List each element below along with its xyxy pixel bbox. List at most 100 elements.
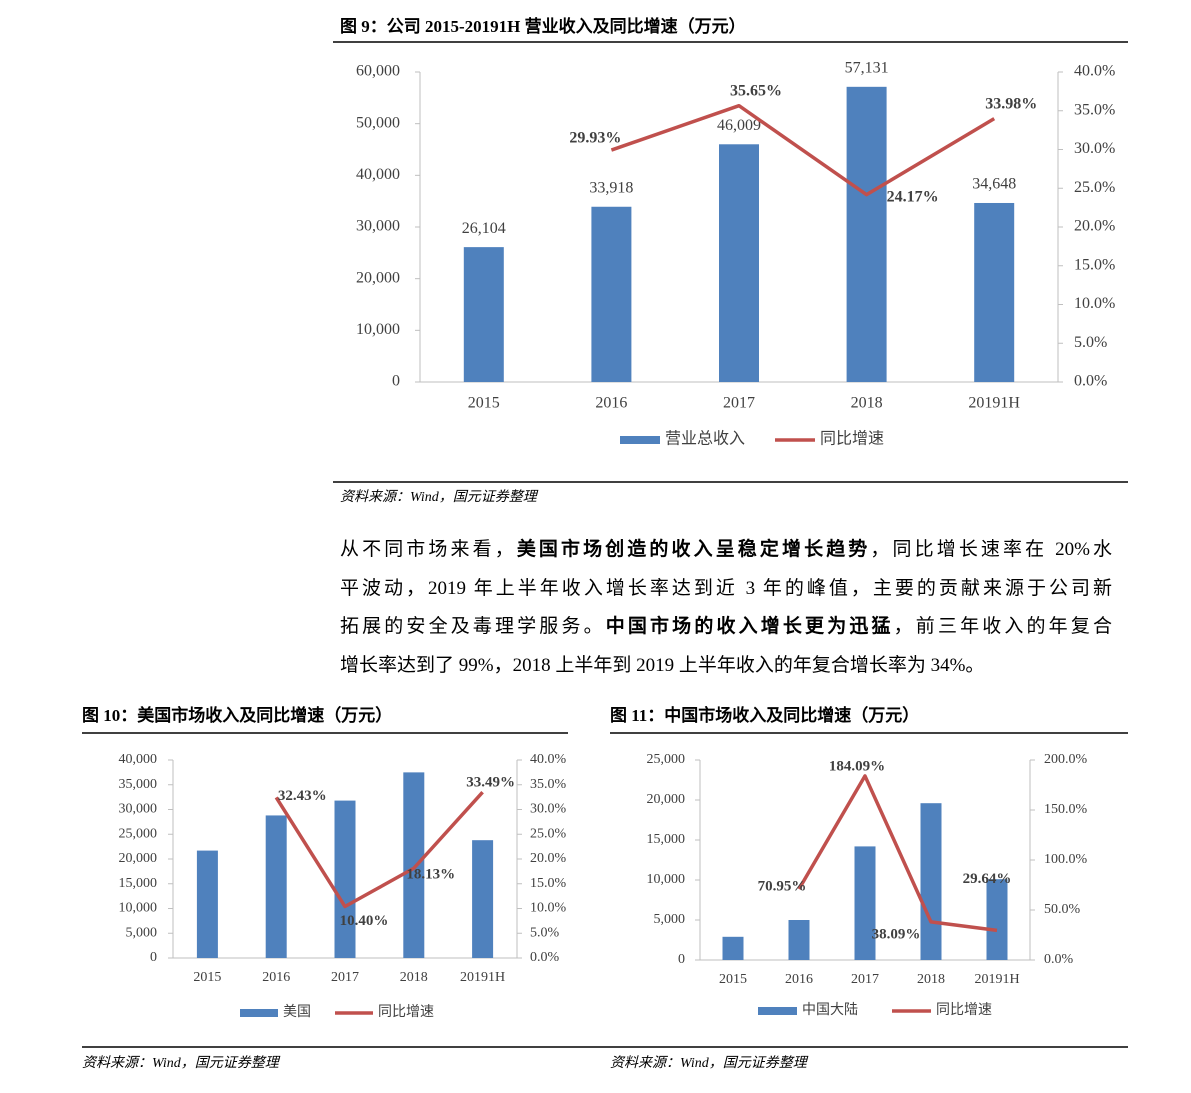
y-tick-label: 40,000 <box>356 166 400 183</box>
paragraph-line: 增长率达到了 99%，2018 上半年到 2019 上半年收入的年复合增长率为 … <box>340 647 1112 686</box>
bar <box>334 800 356 958</box>
x-tick-label: 20191H <box>460 970 505 985</box>
line-label: 38.09% <box>872 926 921 942</box>
bar <box>920 803 942 960</box>
x-tick-label: 2016 <box>262 970 290 985</box>
legend-label: 营业总收入 <box>665 430 745 448</box>
y-tick-label: 30,000 <box>356 218 400 235</box>
x-tick-label: 2015 <box>193 970 221 985</box>
legend-swatch <box>620 436 660 444</box>
bar <box>265 815 287 958</box>
text-run: 平波动，2019 年上半年收入增长率达到近 3 年的峰值，主要的贡献来源于公司新 <box>340 577 1112 599</box>
bar-label: 33,918 <box>589 179 633 196</box>
chart-title: 图 10：美国市场收入及同比增速（万元） <box>82 705 392 725</box>
legend-swatch <box>240 1009 278 1017</box>
bar <box>788 920 810 960</box>
y-tick-label: 0 <box>678 952 685 967</box>
line-label: 18.13% <box>406 867 455 883</box>
y2-tick-label: 0.0% <box>530 950 560 965</box>
y2-tick-label: 0.0% <box>1044 952 1074 967</box>
y2-tick-label: 20.0% <box>530 851 567 866</box>
text-run: 从不同市场来看， <box>340 539 517 560</box>
y-tick-label: 15,000 <box>119 876 158 891</box>
source-note: 资料来源：Wind，国元证券整理 <box>82 1055 281 1071</box>
y-tick-label: 5,000 <box>654 912 686 927</box>
x-tick-label: 2015 <box>468 395 500 412</box>
bar <box>854 846 876 960</box>
line-label: 33.98% <box>985 95 1037 112</box>
y-tick-label: 0 <box>392 373 400 390</box>
x-tick-label: 2017 <box>331 970 359 985</box>
x-tick-label: 2017 <box>723 395 755 412</box>
legend-label: 同比增速 <box>378 1004 434 1020</box>
y-tick-label: 10,000 <box>647 872 686 887</box>
y2-tick-label: 40.0% <box>530 752 567 767</box>
y-tick-label: 40,000 <box>119 752 158 767</box>
bar <box>846 86 887 382</box>
bar <box>986 879 1008 960</box>
x-tick-label: 2018 <box>400 970 428 985</box>
line-label: 29.93% <box>569 130 621 147</box>
x-tick-label: 2015 <box>719 972 747 987</box>
y2-tick-label: 5.0% <box>530 925 560 940</box>
line-label: 184.09% <box>829 758 885 774</box>
source-note: 资料来源：Wind，国元证券整理 <box>610 1055 809 1071</box>
line-label: 24.17% <box>887 188 939 205</box>
x-tick-label: 2016 <box>595 395 627 412</box>
bar <box>722 936 744 960</box>
text-run: ，同比增长速率在 20%水 <box>870 539 1112 560</box>
y-tick-label: 5,000 <box>126 925 158 940</box>
source-note: 资料来源：Wind，国元证券整理 <box>340 489 539 505</box>
x-tick-label: 20191H <box>968 395 1020 412</box>
y-tick-label: 25,000 <box>647 752 686 767</box>
x-tick-label: 2017 <box>851 972 879 987</box>
y-tick-label: 0 <box>150 950 157 965</box>
y2-tick-label: 10.0% <box>1074 295 1115 312</box>
chart-title: 图 11：中国市场收入及同比增速（万元） <box>610 705 919 725</box>
y2-tick-label: 0.0% <box>1074 373 1107 390</box>
y-tick-label: 15,000 <box>647 832 686 847</box>
y2-tick-label: 30.0% <box>1074 140 1115 157</box>
y2-tick-label: 10.0% <box>530 901 567 916</box>
y2-tick-label: 100.0% <box>1044 852 1088 867</box>
y-tick-label: 60,000 <box>356 63 400 80</box>
bar-label: 46,009 <box>717 117 761 134</box>
y2-tick-label: 15.0% <box>530 876 567 891</box>
y2-tick-label: 35.0% <box>530 777 567 792</box>
line <box>274 791 484 909</box>
y-tick-label: 10,000 <box>119 901 158 916</box>
y-tick-label: 35,000 <box>119 777 158 792</box>
y2-tick-label: 5.0% <box>1074 334 1107 351</box>
y-tick-label: 30,000 <box>119 802 158 817</box>
line-label: 29.64% <box>963 871 1012 887</box>
x-tick-label: 2018 <box>917 972 945 987</box>
y2-tick-label: 25.0% <box>1074 179 1115 196</box>
text-run: 美国市场创造的收入呈稳定增长趋势 <box>516 539 871 560</box>
paragraph-line: 从不同市场来看，美国市场创造的收入呈稳定增长趋势，同比增长速率在 20%水 <box>340 531 1112 570</box>
text-run: 中国市场的收入增长更为迅猛 <box>605 616 894 638</box>
legend-label: 中国大陆 <box>802 1002 858 1018</box>
y2-tick-label: 25.0% <box>530 826 567 841</box>
legend-swatch <box>758 1007 797 1015</box>
bar <box>974 202 1015 382</box>
paragraph-line: 拓展的安全及毒理学服务。中国市场的收入增长更为迅猛，前三年收入的年复合 <box>340 608 1112 647</box>
line-label: 33.49% <box>466 775 515 791</box>
line-label: 35.65% <box>730 82 782 99</box>
y2-tick-label: 35.0% <box>1074 101 1115 118</box>
legend-label: 同比增速 <box>936 1002 992 1018</box>
y2-tick-label: 15.0% <box>1074 256 1115 273</box>
legend-label: 美国 <box>283 1004 311 1020</box>
y2-tick-label: 40.0% <box>1074 63 1115 80</box>
text-run: 拓展的安全及毒理学服务。 <box>340 616 606 638</box>
chart-title: 图 9：公司 2015-20191H 营业收入及同比增速（万元） <box>340 16 746 36</box>
y-tick-label: 50,000 <box>356 114 400 131</box>
bar <box>196 850 218 958</box>
paragraph: 从不同市场来看，美国市场创造的收入呈稳定增长趋势，同比增长速率在 20%水平波动… <box>340 531 1112 686</box>
line <box>797 774 998 933</box>
bar-label: 57,131 <box>845 59 889 76</box>
paragraph-line: 平波动，2019 年上半年收入增长率达到近 3 年的峰值，主要的贡献来源于公司新 <box>340 570 1112 609</box>
x-tick-label: 2018 <box>851 395 883 412</box>
line <box>610 103 996 197</box>
bar <box>591 206 632 382</box>
